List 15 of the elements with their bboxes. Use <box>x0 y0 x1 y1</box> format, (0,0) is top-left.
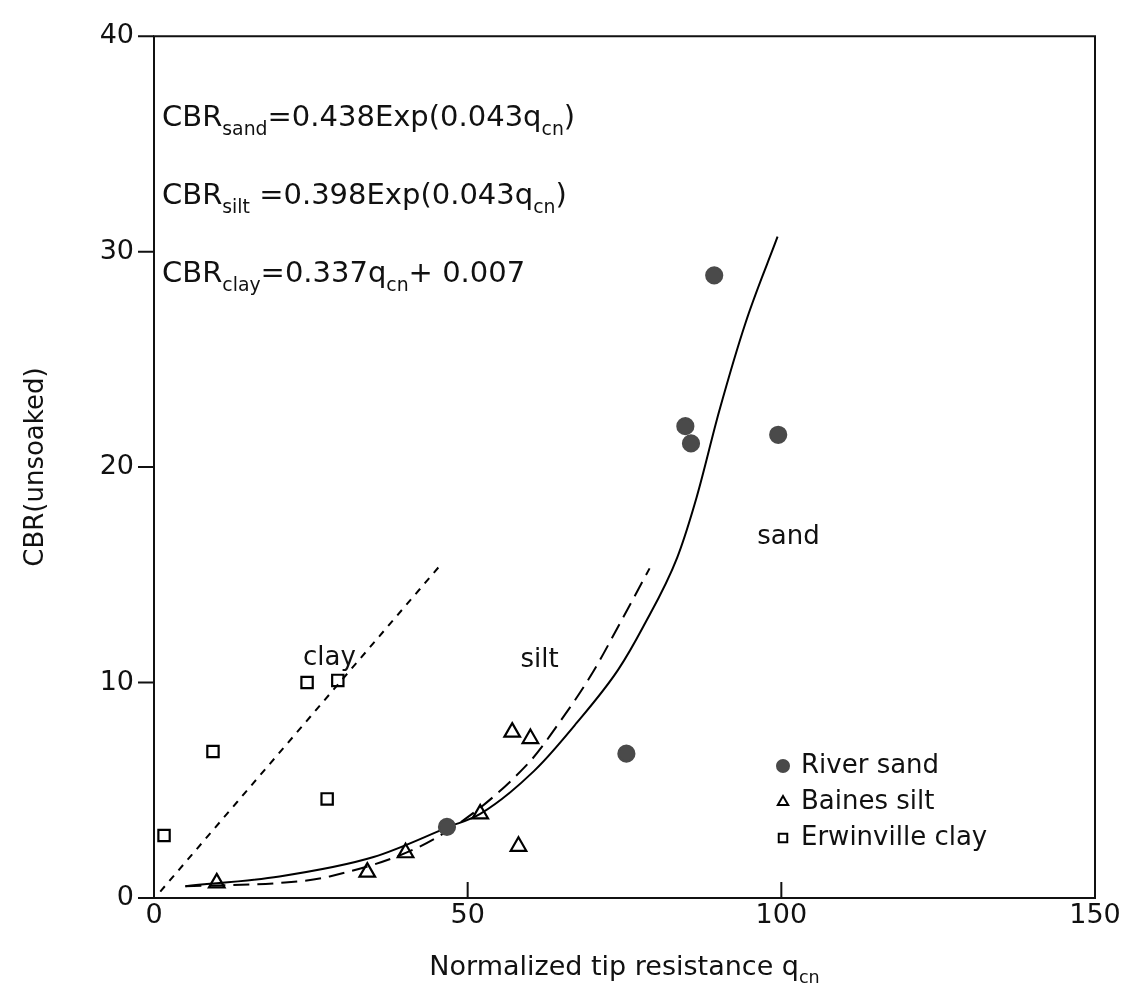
y-tick-label: 30 <box>99 233 134 265</box>
legend-label: Baines silt <box>801 784 935 815</box>
series-label: silt <box>520 643 559 674</box>
y-tick-label: 20 <box>99 449 134 481</box>
x-tick-label: 150 <box>1069 898 1121 930</box>
legend-label: River sand <box>801 748 940 779</box>
legend-label: Erwinville clay <box>801 820 988 851</box>
x-tick-label: 100 <box>755 898 808 930</box>
y-tick-label: 10 <box>99 664 134 696</box>
text: sand <box>757 520 820 551</box>
x-tick-label: 0 <box>145 898 163 930</box>
y-axis-title: CBR(unsoaked) <box>18 367 49 567</box>
y-tick-label: 40 <box>99 18 134 50</box>
series-label: clay <box>303 640 356 671</box>
x-tick-label: 50 <box>450 898 485 930</box>
